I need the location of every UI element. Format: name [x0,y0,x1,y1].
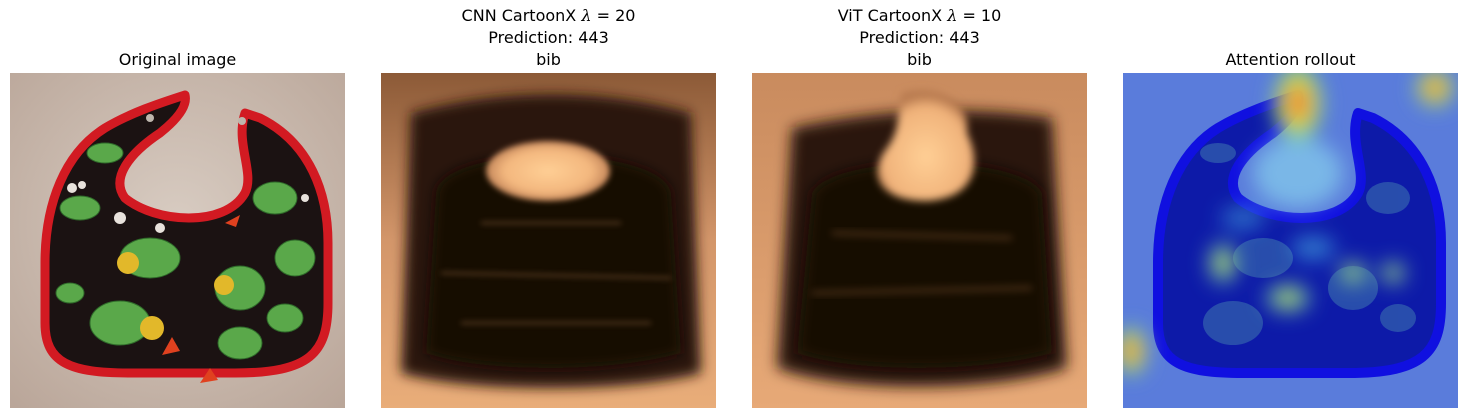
attention-heatmap-image [1123,73,1458,408]
lambda-symbol: λ [581,6,592,25]
prediction-label: Prediction: 443 [488,28,609,47]
class-label: bib [907,50,932,69]
lambda-value: = 10 [962,6,1002,25]
panel-title: Original image [10,49,345,71]
title-line: Attention rollout [1225,50,1356,69]
model-name: CNN CartoonX [461,6,577,25]
title-line: Original image [118,50,237,69]
class-label: bib [536,50,561,69]
prediction-label: Prediction: 443 [859,28,980,47]
title-line-model: ViT CartoonX λ = 10 [752,5,1087,27]
panel-attention-rollout: Attention rollout [1123,0,1458,417]
cartoonx-mask-image [381,73,716,408]
panel-title: CNN CartoonX λ = 20 Prediction: 443 bib [381,5,716,71]
title-line-model: CNN CartoonX λ = 20 [381,5,716,27]
cartoonx-mask-image [752,73,1087,408]
panel-vit-cartoonx: ViT CartoonX λ = 10 Prediction: 443 bib [752,0,1087,417]
panel-original: Original image [10,0,345,417]
model-name: ViT CartoonX [837,6,943,25]
bib-image [10,73,345,408]
panel-cnn-cartoonx: CNN CartoonX λ = 20 Prediction: 443 bib [381,0,716,417]
panel-title: Attention rollout [1123,49,1458,71]
lambda-symbol: λ [947,6,958,25]
lambda-value: = 20 [596,6,636,25]
panel-title: ViT CartoonX λ = 10 Prediction: 443 bib [752,5,1087,71]
